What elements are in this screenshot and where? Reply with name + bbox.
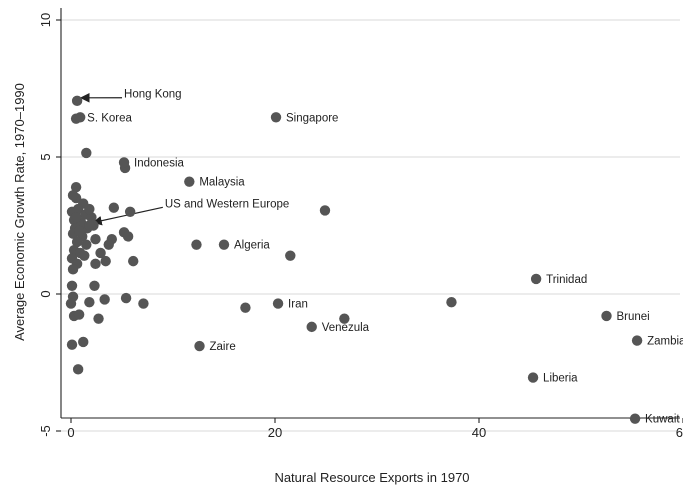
data-point-38 [285, 250, 296, 261]
data-point-hong-kong [71, 95, 83, 107]
data-point-43 [66, 280, 78, 291]
data-point-33 [95, 247, 106, 259]
data-point-22 [70, 212, 82, 223]
data-point-liberia [527, 372, 539, 383]
data-point-kuwait [629, 413, 641, 424]
data-point-indonesia [118, 157, 130, 168]
data-point-25 [73, 225, 85, 237]
data-point-49 [89, 280, 100, 291]
data-points [65, 95, 643, 424]
point-label-venezula: Venezula [322, 322, 370, 334]
y-tick-label--5: -5 [38, 425, 53, 437]
data-point-5 [72, 203, 84, 215]
annotation-label-us-and-western-europe: US and Western Europe [165, 198, 289, 210]
data-point-37 [319, 205, 331, 216]
data-point-48 [84, 297, 95, 308]
data-point-58 [339, 313, 350, 324]
data-point-21 [67, 264, 79, 275]
x-tick-label-60: 60 [676, 425, 683, 440]
data-point-14 [90, 234, 101, 245]
data-point-0 [70, 181, 82, 193]
data-point-trinidad [530, 273, 542, 285]
data-point-32 [103, 239, 114, 250]
data-point-41 [81, 147, 92, 159]
x-tick-label-20: 20 [268, 425, 282, 440]
y-tick-label-10: 10 [38, 13, 53, 27]
data-point-28 [124, 206, 136, 217]
data-point-35 [90, 258, 101, 270]
point-label-brunei: Brunei [617, 311, 650, 323]
data-point-27 [108, 202, 120, 213]
y-axis-title: Average Economic Growth Rate, 1970–1990 [12, 83, 27, 341]
grid-lines [61, 19, 680, 432]
x-tick-label-0: 0 [67, 425, 74, 440]
data-point-45 [65, 298, 77, 309]
data-point-brunei [601, 310, 612, 322]
data-point-zambia [631, 335, 643, 346]
axes: -5 0 5 10 0 20 40 60 [38, 8, 683, 440]
point-label-zambia: Zambia [647, 336, 683, 348]
data-point-26 [79, 250, 90, 261]
data-point-39 [191, 239, 202, 250]
point-labels: Singapore Indonesia Malaysia Algeria Trinida… [87, 89, 683, 426]
data-point-algeria [218, 239, 230, 250]
data-point-malaysia [184, 176, 195, 187]
point-label-malaysia: Malaysia [199, 177, 245, 189]
data-point-2 [67, 190, 79, 201]
data-point-s-korea [74, 112, 86, 123]
point-label-kuwait: Kuwait [645, 414, 680, 426]
y-tick-label-0: 0 [38, 290, 53, 297]
y-tick-label-5: 5 [38, 153, 53, 160]
data-point-15 [71, 236, 83, 248]
data-point-56 [72, 364, 84, 375]
point-label-zaire: Zaire [210, 341, 236, 353]
data-point-50 [93, 313, 104, 324]
data-point-7 [86, 212, 97, 223]
data-point-47 [73, 309, 85, 320]
data-point-53 [138, 298, 149, 309]
data-point-singapore [270, 112, 282, 123]
data-point-51 [99, 294, 110, 305]
data-point-iran [272, 298, 284, 309]
point-label-trinidad: Trinidad [546, 274, 587, 286]
x-tick-label-40: 40 [472, 425, 486, 440]
data-point-55 [66, 339, 78, 350]
data-point-23 [84, 203, 95, 215]
data-point-57 [240, 302, 251, 313]
data-point-us-and-western-europe [84, 220, 95, 231]
x-axis-title: Natural Resource Exports in 1970 [274, 470, 469, 485]
data-point-52 [120, 292, 132, 304]
data-point-34 [100, 255, 111, 267]
data-point-30 [122, 231, 134, 242]
data-point-59 [446, 297, 457, 308]
data-point-36 [128, 255, 139, 267]
annotation-label-s-korea: S. Korea [87, 112, 132, 124]
data-point-16 [81, 239, 92, 250]
annotation-label-hong-kong: Hong Kong [124, 89, 182, 101]
point-label-algeria: Algeria [234, 240, 270, 252]
point-label-singapore: Singapore [286, 112, 338, 124]
data-point-zaire [194, 340, 205, 352]
data-point-venezula [306, 321, 317, 333]
point-label-liberia: Liberia [543, 373, 578, 385]
point-label-iran: Iran [288, 299, 308, 311]
data-point-54 [78, 336, 89, 348]
point-label-indonesia: Indonesia [134, 157, 184, 169]
